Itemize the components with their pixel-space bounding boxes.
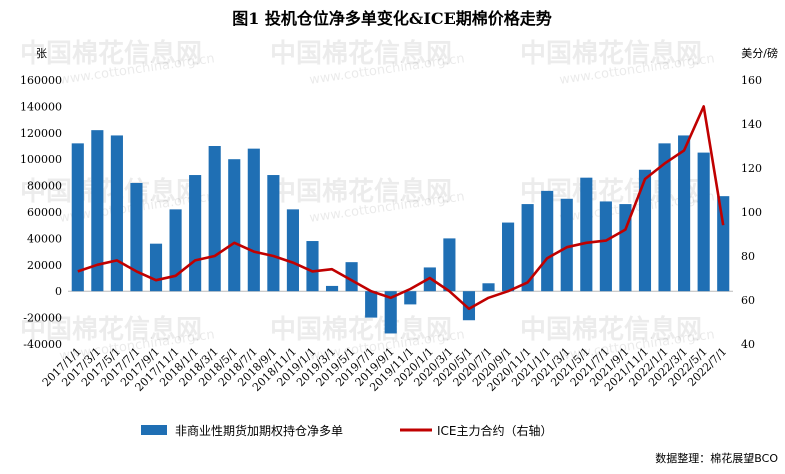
net-long-bar <box>638 169 652 292</box>
net-long-bar <box>110 135 123 292</box>
left-tick-label: 20000 <box>27 259 62 272</box>
left-tick-label: -40000 <box>23 338 62 351</box>
left-tick-label: -20000 <box>23 312 62 325</box>
watermark-brand: 中国棉花信息网 <box>20 314 202 345</box>
legend: 非商业性期货加期权持仓净多单 ICE主力合约（右轴） <box>141 423 553 438</box>
net-long-bar <box>599 201 612 292</box>
net-long-bar <box>443 238 456 292</box>
watermark-brand: 中国棉花信息网 <box>520 314 702 345</box>
watermark-brand: 中国棉花信息网 <box>520 38 702 69</box>
net-long-bar <box>697 152 710 292</box>
left-tick-label: 140000 <box>20 100 62 113</box>
left-axis-unit: 张 <box>36 47 47 60</box>
right-tick-label: 80 <box>741 250 755 263</box>
net-long-bar <box>149 243 163 292</box>
net-long-bar <box>91 130 104 292</box>
watermark-brand: 中国棉花信息网 <box>20 38 202 69</box>
bar-series <box>71 130 730 334</box>
net-long-bar <box>384 291 397 334</box>
right-axis-unit: 美分/磅 <box>741 46 778 60</box>
left-tick-label: 0 <box>55 285 62 298</box>
watermark-brand: 中国棉花信息网 <box>270 314 452 345</box>
net-long-bar <box>462 291 476 321</box>
right-tick-label: 120 <box>741 162 762 175</box>
left-tick-label: 80000 <box>27 180 62 193</box>
right-tick-label: 160 <box>741 74 762 87</box>
left-tick-label: 40000 <box>27 232 62 245</box>
net-long-bar <box>404 291 417 305</box>
legend-bar-label: 非商业性期货加期权持仓净多单 <box>175 423 343 438</box>
left-tick-label: 120000 <box>20 127 62 140</box>
net-long-bar <box>306 241 319 292</box>
net-long-bar <box>619 204 632 292</box>
watermark-brand: 中国棉花信息网 <box>270 176 452 207</box>
net-long-bar <box>482 283 495 292</box>
left-tick-label: 60000 <box>27 206 62 219</box>
chart-title: 图1 投机仓位净多单变化&ICE期棉价格走势 <box>232 9 552 28</box>
right-tick-label: 40 <box>741 338 755 351</box>
right-tick-label: 100 <box>741 206 762 219</box>
net-long-bar <box>717 196 730 292</box>
net-long-bar <box>560 198 573 292</box>
net-long-bar <box>365 291 378 318</box>
net-long-bar <box>541 190 554 292</box>
net-long-bar <box>71 143 84 292</box>
net-long-bar <box>208 146 221 292</box>
net-long-bar <box>521 204 534 292</box>
net-long-bar <box>502 222 515 292</box>
net-long-bar <box>169 209 182 292</box>
net-long-bar <box>345 262 358 292</box>
data-source: 数据整理：棉花展望BCO <box>655 451 778 465</box>
right-tick-label: 60 <box>741 294 755 307</box>
net-long-bar <box>325 285 339 292</box>
watermark-brand: 中国棉花信息网 <box>270 38 452 69</box>
net-long-bar <box>580 177 593 292</box>
net-long-bar <box>228 159 241 292</box>
net-long-bar <box>678 135 691 292</box>
right-axis-ticks: 160 140 120 100 80 60 40 <box>741 74 762 351</box>
net-long-bar <box>247 148 260 292</box>
left-tick-label: 160000 <box>20 74 62 87</box>
legend-bar-swatch <box>141 425 167 435</box>
net-long-bar <box>130 182 143 292</box>
net-long-bar <box>286 209 299 292</box>
legend-line-label: ICE主力合约（右轴） <box>437 423 553 438</box>
net-long-bar <box>658 143 671 292</box>
net-long-bar <box>267 175 280 292</box>
left-axis-ticks: 160000 140000 120000 100000 80000 60000 40000 2… <box>20 74 62 351</box>
price-line <box>77 105 725 311</box>
left-tick-label: 100000 <box>20 153 62 166</box>
right-tick-label: 140 <box>741 118 762 131</box>
net-long-bar <box>189 175 202 292</box>
